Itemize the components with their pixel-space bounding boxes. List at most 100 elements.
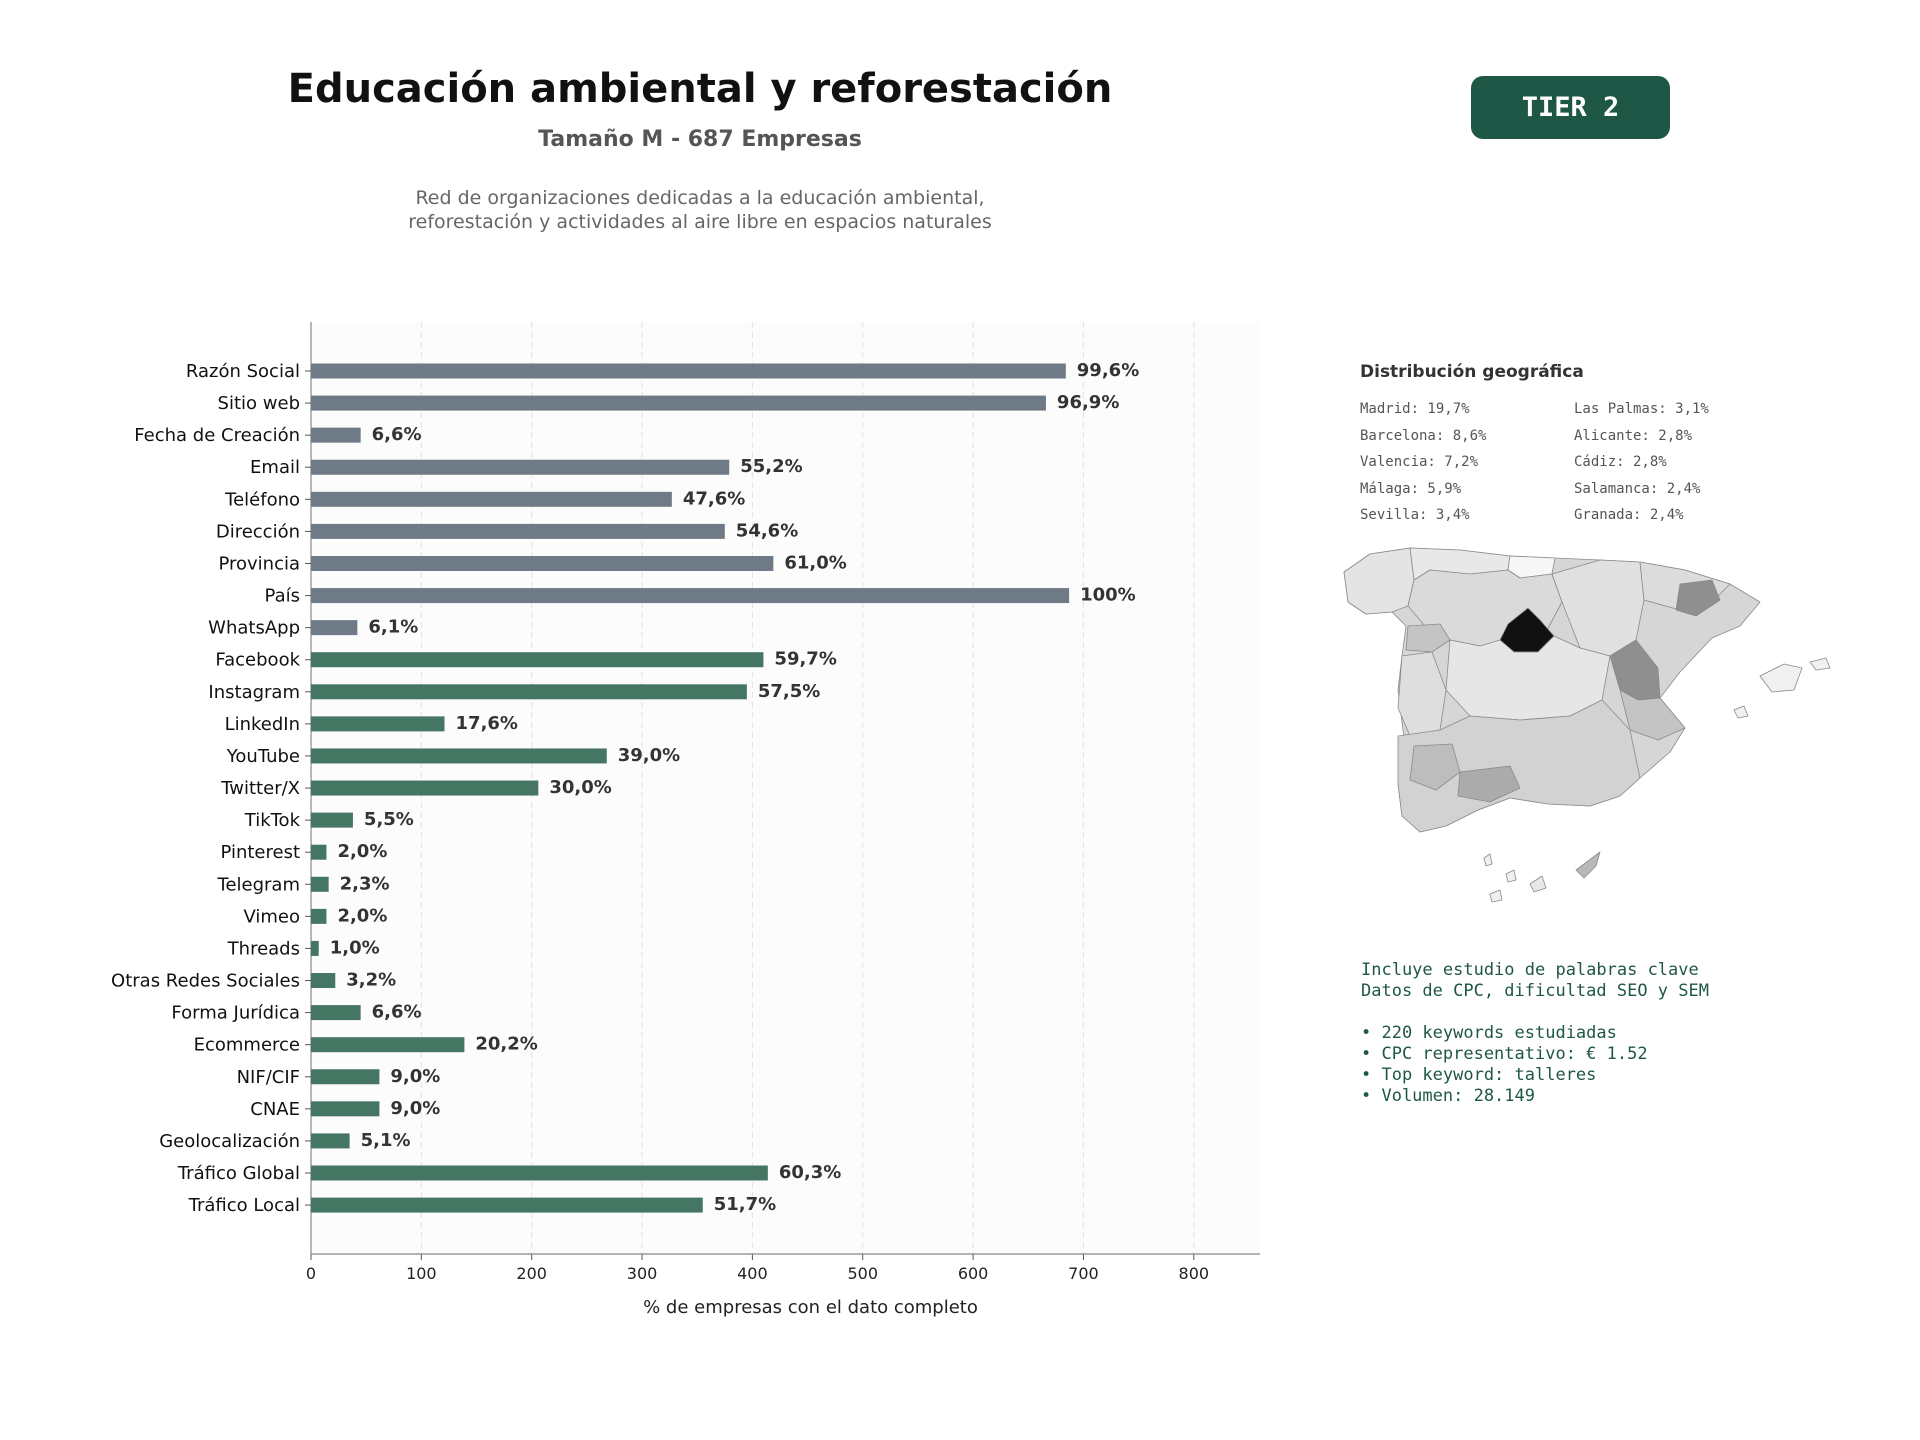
x-tick-label: 500 xyxy=(847,1264,878,1283)
category-label: Vimeo xyxy=(243,906,300,927)
x-tick-label: 200 xyxy=(516,1264,547,1283)
data-label: 51,7% xyxy=(714,1194,776,1215)
keyword-bullet: • Top keyword: talleres xyxy=(1361,1065,1597,1085)
category-label: País xyxy=(265,586,300,607)
tier-badge: TIER 2 xyxy=(1471,76,1670,139)
geo-item: Las Palmas: 3,1% xyxy=(1574,401,1709,417)
category-label: Instagram xyxy=(208,682,300,703)
data-label: 3,2% xyxy=(346,970,396,991)
category-label: Tráfico Local xyxy=(188,1195,300,1216)
bar xyxy=(311,844,327,860)
category-label: Threads xyxy=(227,938,300,959)
category-label: Tráfico Global xyxy=(177,1163,300,1184)
geo-item: Alicante: 2,8% xyxy=(1574,427,1693,444)
map-region-balearic xyxy=(1759,663,1803,693)
geo-item: Cádiz: 2,8% xyxy=(1574,454,1667,470)
data-label: 6,1% xyxy=(368,617,418,638)
category-label: Pinterest xyxy=(220,842,300,863)
data-label: 2,0% xyxy=(337,841,387,862)
map-region-ibiza xyxy=(1733,705,1749,719)
map-region-salamanca xyxy=(1405,623,1451,653)
data-label: 59,7% xyxy=(774,649,836,670)
x-tick-label: 300 xyxy=(627,1264,658,1283)
map-region-galicia xyxy=(1343,547,1415,615)
bar xyxy=(311,459,730,475)
category-label: CNAE xyxy=(250,1099,300,1120)
category-label: Sitio web xyxy=(218,393,300,414)
data-label: 5,1% xyxy=(361,1130,411,1151)
category-label: Teléfono xyxy=(224,489,300,510)
map-region-andalusia xyxy=(1397,699,1641,833)
category-label: NIF/CIF xyxy=(237,1067,300,1088)
data-label: 60,3% xyxy=(779,1162,841,1183)
data-label: 6,6% xyxy=(372,424,422,445)
x-axis-label: % de empresas con el dato completo xyxy=(643,1297,978,1318)
data-label: 61,0% xyxy=(784,552,846,573)
data-label: 57,5% xyxy=(758,681,820,702)
data-label: 5,5% xyxy=(364,809,414,830)
bar xyxy=(311,973,336,989)
description-line: reforestación y actividades al aire libr… xyxy=(408,211,992,233)
geo-item: Barcelona: 8,6% xyxy=(1360,427,1487,444)
bar xyxy=(311,908,327,924)
map-region-balearic-small xyxy=(1809,657,1831,671)
data-label: 55,2% xyxy=(740,456,802,477)
data-label: 2,0% xyxy=(337,905,387,926)
geo-item: Salamanca: 2,4% xyxy=(1574,480,1701,497)
geo-item: Granada: 2,4% xyxy=(1574,507,1684,523)
data-label: 96,9% xyxy=(1057,392,1119,413)
bar xyxy=(311,1165,768,1181)
data-label: 6,6% xyxy=(372,1002,422,1023)
bar xyxy=(311,588,1070,604)
keyword-bullet: • Volumen: 28.149 xyxy=(1361,1086,1535,1106)
category-label: WhatsApp xyxy=(208,618,300,639)
bar xyxy=(311,1037,465,1053)
category-label: Ecommerce xyxy=(194,1035,300,1056)
geo-item: Málaga: 5,9% xyxy=(1360,480,1462,497)
bar xyxy=(311,716,445,732)
bar xyxy=(311,780,539,796)
x-tick-label: 0 xyxy=(306,1264,316,1283)
bar xyxy=(311,1005,361,1021)
geo-item: Sevilla: 3,4% xyxy=(1360,507,1470,523)
keywords-line: Incluye estudio de palabras clave xyxy=(1361,960,1699,980)
bar xyxy=(311,1069,380,1085)
spain-province-map xyxy=(1343,547,1831,903)
x-tick-label: 800 xyxy=(1179,1264,1210,1283)
category-label: Dirección xyxy=(216,521,300,542)
bar xyxy=(311,427,361,443)
bar xyxy=(311,652,764,668)
keywords-info: Incluye estudio de palabras clave Datos … xyxy=(1361,960,1709,1107)
map-region-canary-3 xyxy=(1489,889,1503,903)
geo-distribution-title: Distribución geográfica xyxy=(1360,362,1584,382)
category-label: Geolocalización xyxy=(159,1131,300,1152)
bar xyxy=(311,363,1066,379)
x-tick-label: 600 xyxy=(958,1264,989,1283)
data-label: 9,0% xyxy=(390,1066,440,1087)
x-tick-label: 400 xyxy=(737,1264,768,1283)
category-label: TikTok xyxy=(244,810,301,831)
bar xyxy=(311,940,319,956)
category-label: Fecha de Creación xyxy=(134,425,300,446)
category-label: LinkedIn xyxy=(225,714,300,735)
geo-distribution-list: Madrid: 19,7% Las Palmas: 3,1% Barcelona… xyxy=(1360,399,1760,532)
category-label: Twitter/X xyxy=(220,778,300,799)
category-label: Provincia xyxy=(218,553,300,574)
bar xyxy=(311,876,329,892)
completeness-bar-chart: 0 100 200 300 400 500 600 700 800 % de empresas c… xyxy=(111,322,1260,1318)
bar xyxy=(311,1197,703,1213)
category-label: Facebook xyxy=(215,650,300,671)
page-title: Educación ambiental y reforestación xyxy=(287,66,1113,112)
bar xyxy=(311,491,672,507)
keywords-line: Datos de CPC, dificultad SEO y SEM xyxy=(1361,981,1709,1001)
data-label: 54,6% xyxy=(736,520,798,541)
map-region-canary-1 xyxy=(1575,851,1601,879)
bar xyxy=(311,748,607,764)
bar xyxy=(311,1133,350,1149)
description-line: Red de organizaciones dedicadas a la edu… xyxy=(415,187,985,209)
geo-item: Madrid: 19,7% xyxy=(1360,401,1470,417)
page-subtitle: Tamaño M - 687 Empresas xyxy=(538,127,862,152)
data-label: 100% xyxy=(1080,585,1136,606)
bar xyxy=(311,523,725,539)
map-region-canary-5 xyxy=(1483,853,1493,867)
